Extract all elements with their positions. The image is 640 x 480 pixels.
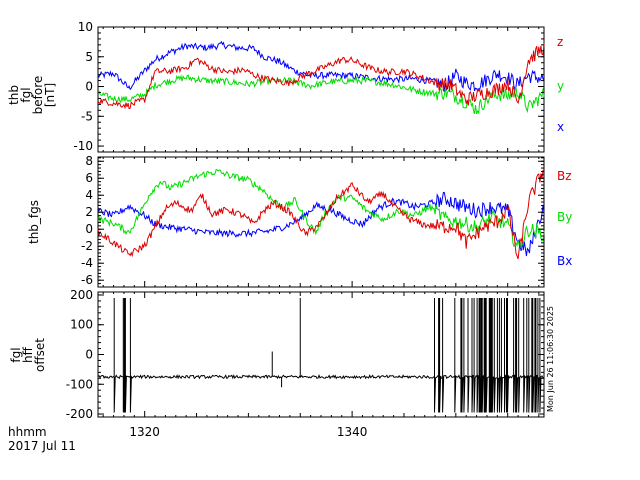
legend-x: x	[557, 120, 564, 134]
ytick-label: 4	[85, 188, 93, 202]
ytick-label: 0	[85, 222, 93, 236]
time-axis-unit: hhmm	[8, 425, 47, 439]
ylabel-panel-3: fgl hff offset	[9, 338, 47, 372]
series-line-y	[97, 74, 545, 115]
legend-bx: Bx	[557, 254, 572, 268]
xtick-label: 1340	[337, 425, 368, 439]
series-line-x	[97, 40, 545, 92]
time-axis-date: 2017 Jul 11	[8, 439, 76, 453]
series-line-by	[97, 168, 545, 250]
ytick-label: -5	[81, 109, 93, 123]
legend-y: y	[557, 79, 564, 93]
ytick-label: -6	[81, 273, 93, 287]
legend-by: By	[557, 210, 572, 224]
ylabel-3-line-2: hff	[21, 346, 35, 363]
ylabel-3-line-3: offset	[33, 338, 47, 372]
ytick-label: 0	[85, 80, 93, 94]
ytick-label: 100	[70, 318, 93, 332]
ytick-label: -200	[66, 407, 93, 421]
ytick-label: -100	[66, 377, 93, 391]
xtick-label: 1320	[129, 425, 160, 439]
ytick-label: 10	[78, 20, 93, 34]
ytick-label: -4	[81, 256, 93, 270]
series-line-offset	[97, 298, 545, 413]
timestamp: Mon Jun 26 11:06:30 2025	[546, 306, 555, 412]
ylabel-panel-2: thb_fgs	[27, 200, 41, 244]
ytick-label: 6	[85, 171, 93, 185]
ylabel-3-line-1: fgl	[9, 347, 23, 362]
ylabel-1-line-4: [nT]	[43, 83, 57, 107]
ytick-label: 200	[70, 288, 93, 302]
ylabel-1-line-3: before	[31, 76, 45, 115]
ylabel-1-line-1: thb	[7, 85, 21, 105]
ylabel-panel-1: thb fgl before [nT]	[7, 76, 57, 115]
legend-bz: Bz	[557, 169, 572, 183]
ytick-label: 5	[85, 50, 93, 64]
ytick-label: 8	[85, 154, 93, 168]
series-line-bz	[97, 169, 545, 260]
ytick-label: 2	[85, 205, 93, 219]
ytick-label: -10	[73, 139, 93, 153]
ytick-label: -2	[81, 239, 93, 253]
series-line-bx	[97, 191, 545, 257]
legend-z: z	[557, 35, 563, 49]
series-line-z	[97, 43, 545, 110]
ylabel-1-line-2: fgl	[19, 87, 33, 102]
ytick-label: 0	[85, 348, 93, 362]
